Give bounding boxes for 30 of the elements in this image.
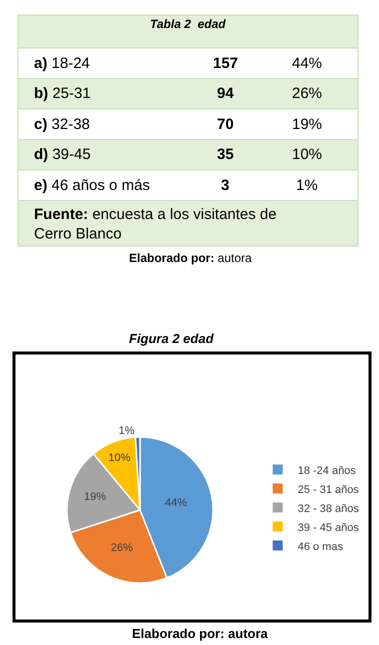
source-note: Fuente: encuesta a los visitantes de Cerro Blanco xyxy=(34,206,277,242)
text: Elaborado por: autora xyxy=(129,251,252,265)
data-label: 1% xyxy=(118,425,135,438)
text: 70 xyxy=(217,116,234,133)
text: Elaborado por: autora xyxy=(132,626,269,641)
legend-label: 32 - 38 años xyxy=(298,502,360,515)
text: 19% xyxy=(292,116,322,133)
text: c) 32-38 xyxy=(34,116,90,133)
text: 26% xyxy=(292,85,322,102)
text: 10% xyxy=(292,146,322,163)
text: e) 46 años o más xyxy=(34,177,150,194)
data-label: 26% xyxy=(110,542,134,554)
text: d) 39-45 xyxy=(34,146,91,163)
text: a) 18-24 xyxy=(34,55,90,72)
text: 44% xyxy=(292,55,322,72)
data-label: 10% xyxy=(108,452,131,464)
legend-label: 18 -24 años xyxy=(298,464,356,477)
text: 157 xyxy=(213,55,238,72)
legend-label: 46 o mas xyxy=(298,540,344,553)
text: 3 xyxy=(221,177,230,194)
chart-title: Figura 2 edad xyxy=(129,331,215,346)
text: b) 25-31 xyxy=(34,85,91,102)
data-label: 19% xyxy=(84,490,106,503)
text: 1% xyxy=(296,177,318,194)
text: 94 xyxy=(217,85,234,102)
legend-label: 39 - 45 años xyxy=(298,522,360,534)
text: 35 xyxy=(217,146,234,163)
text: Tabla 2 edad xyxy=(150,17,226,31)
legend-label: 25 - 31 años xyxy=(298,484,360,496)
data-label: 44% xyxy=(165,497,188,510)
